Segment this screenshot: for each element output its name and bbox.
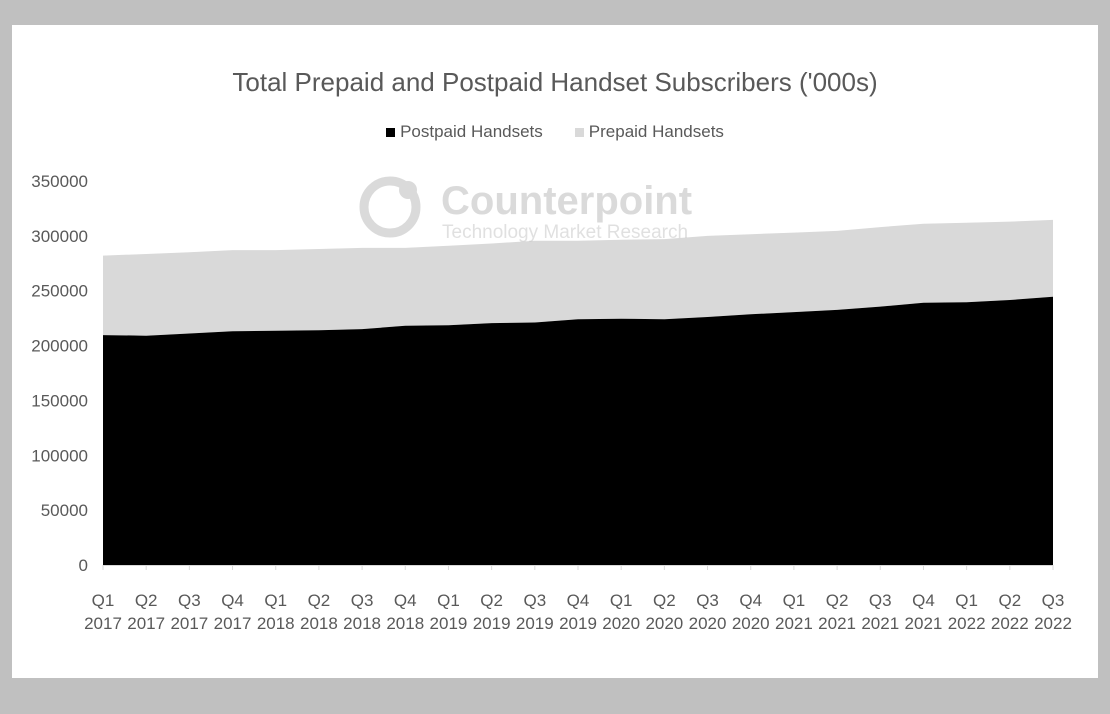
x-tick-label-year: 2017 bbox=[84, 614, 122, 633]
x-tick-label-year: 2020 bbox=[732, 614, 770, 633]
x-tick-label-year: 2020 bbox=[645, 614, 683, 633]
x-tick-label-quarter: Q3 bbox=[869, 591, 892, 610]
x-tick-label-quarter: Q4 bbox=[567, 591, 590, 610]
x-tick-label-year: 2021 bbox=[818, 614, 856, 633]
x-tick-label-quarter: Q2 bbox=[308, 591, 331, 610]
x-tick-label-quarter: Q1 bbox=[610, 591, 633, 610]
x-tick-label-quarter: Q2 bbox=[135, 591, 158, 610]
x-tick-label-year: 2018 bbox=[257, 614, 295, 633]
x-axis: Q1 2017 Q2 2017 Q3 2017 Q4 2017 Q1 2018 Q2 2018 Q3 20… bbox=[84, 565, 1072, 633]
y-tick-label: 200000 bbox=[31, 337, 88, 356]
x-tick-label-quarter: Q4 bbox=[739, 591, 762, 610]
legend: Postpaid Handsets Prepaid Handsets bbox=[0, 122, 1110, 142]
x-tick-label-year: 2018 bbox=[343, 614, 381, 633]
x-tick-label-year: 2017 bbox=[214, 614, 252, 633]
counterpoint-watermark: Counterpoint Technology Market Research bbox=[359, 176, 692, 243]
x-tick-label-year: 2018 bbox=[300, 614, 338, 633]
x-tick-label-quarter: Q3 bbox=[523, 591, 546, 610]
y-tick-label: 150000 bbox=[31, 391, 88, 410]
x-tick-label-quarter: Q3 bbox=[696, 591, 719, 610]
legend-label-postpaid: Postpaid Handsets bbox=[400, 122, 543, 141]
x-tick-label-year: 2017 bbox=[127, 614, 165, 633]
x-tick-label-quarter: Q3 bbox=[1042, 591, 1065, 610]
series-area-postpaid-handsets bbox=[103, 296, 1053, 565]
x-tick-label-quarter: Q4 bbox=[221, 591, 244, 610]
y-tick-label: 0 bbox=[79, 556, 88, 575]
y-tick-label: 250000 bbox=[31, 282, 88, 301]
x-tick-label-year: 2018 bbox=[386, 614, 424, 633]
x-tick-label-year: 2019 bbox=[559, 614, 597, 633]
watermark-tagline: Technology Market Research bbox=[442, 222, 688, 243]
x-tick-label-quarter: Q1 bbox=[783, 591, 806, 610]
x-tick-label-quarter: Q4 bbox=[912, 591, 935, 610]
legend-swatch-prepaid bbox=[574, 127, 584, 137]
y-axis: 0 50000 100000 150000 200000 250000 300000 3500… bbox=[31, 172, 88, 575]
watermark-brand: Counterpoint bbox=[441, 179, 692, 223]
y-tick-label: 100000 bbox=[31, 446, 88, 465]
legend-swatch-postpaid bbox=[386, 127, 396, 137]
x-tick-label-year: 2020 bbox=[602, 614, 640, 633]
x-tick-label-quarter: Q2 bbox=[480, 591, 503, 610]
legend-item-prepaid: Prepaid Handsets bbox=[574, 122, 724, 142]
chart-title: Total Prepaid and Postpaid Handset Subsc… bbox=[232, 67, 878, 97]
x-tick-label-year: 2021 bbox=[905, 614, 943, 633]
x-tick-label-quarter: Q1 bbox=[437, 591, 460, 610]
x-tick-label-year: 2021 bbox=[775, 614, 813, 633]
x-tick-label-quarter: Q1 bbox=[955, 591, 978, 610]
x-tick-label-year: 2022 bbox=[1034, 614, 1072, 633]
legend-label-prepaid: Prepaid Handsets bbox=[588, 122, 724, 141]
x-tick-label-year: 2022 bbox=[948, 614, 986, 633]
x-tick-label-quarter: Q4 bbox=[394, 591, 417, 610]
y-tick-label: 350000 bbox=[31, 172, 88, 191]
legend-item-postpaid: Postpaid Handsets bbox=[386, 122, 543, 142]
y-tick-label: 50000 bbox=[41, 501, 88, 520]
x-tick-label-year: 2019 bbox=[516, 614, 554, 633]
x-tick-label-year: 2021 bbox=[861, 614, 899, 633]
series-area-prepaid-handsets bbox=[103, 219, 1053, 336]
x-tick-label-quarter: Q1 bbox=[92, 591, 115, 610]
x-tick-label-year: 2019 bbox=[473, 614, 511, 633]
x-tick-label-year: 2019 bbox=[430, 614, 468, 633]
x-tick-label-quarter: Q2 bbox=[653, 591, 676, 610]
series-areas bbox=[103, 219, 1053, 565]
x-tick-label-year: 2017 bbox=[170, 614, 208, 633]
x-tick-label-quarter: Q2 bbox=[826, 591, 849, 610]
x-tick-label-quarter: Q2 bbox=[998, 591, 1021, 610]
y-tick-label: 300000 bbox=[31, 227, 88, 246]
x-tick-label-quarter: Q1 bbox=[264, 591, 287, 610]
x-tick-label-year: 2020 bbox=[689, 614, 727, 633]
x-tick-label-quarter: Q3 bbox=[351, 591, 374, 610]
x-tick-label-quarter: Q3 bbox=[178, 591, 201, 610]
x-tick-label-year: 2022 bbox=[991, 614, 1029, 633]
counterpoint-logo-icon bbox=[359, 176, 421, 238]
